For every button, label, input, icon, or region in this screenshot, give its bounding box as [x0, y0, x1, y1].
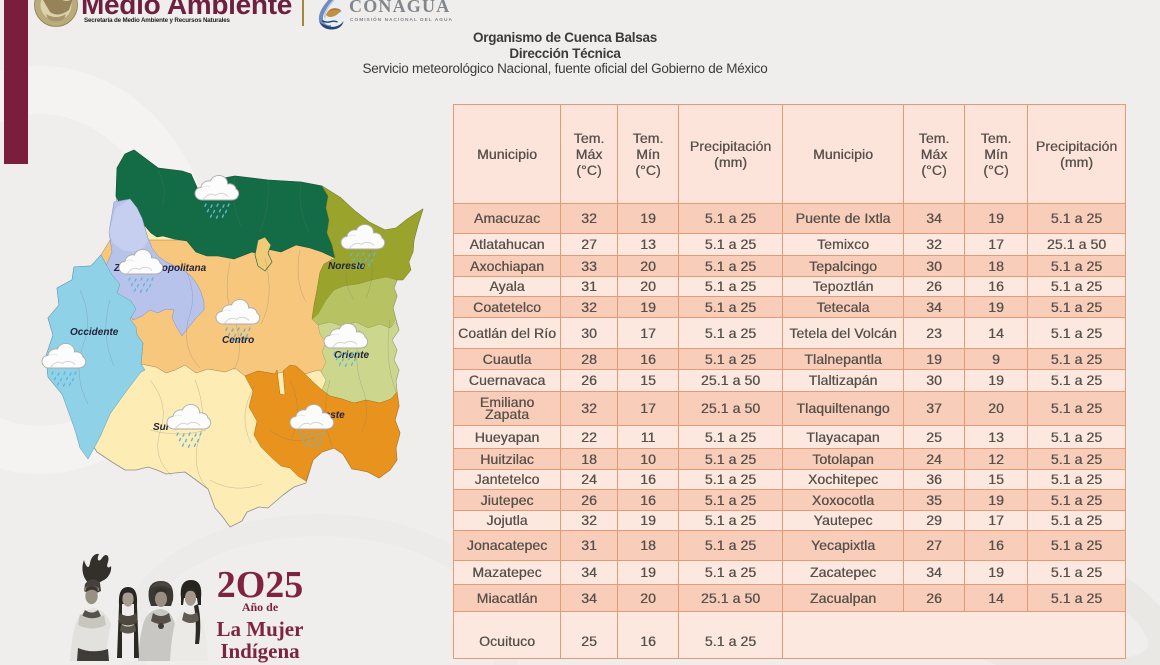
svg-text:Noreste: Noreste: [328, 261, 366, 272]
svg-text:Sur: Sur: [153, 422, 171, 433]
svg-text:Occidente: Occidente: [70, 327, 119, 338]
